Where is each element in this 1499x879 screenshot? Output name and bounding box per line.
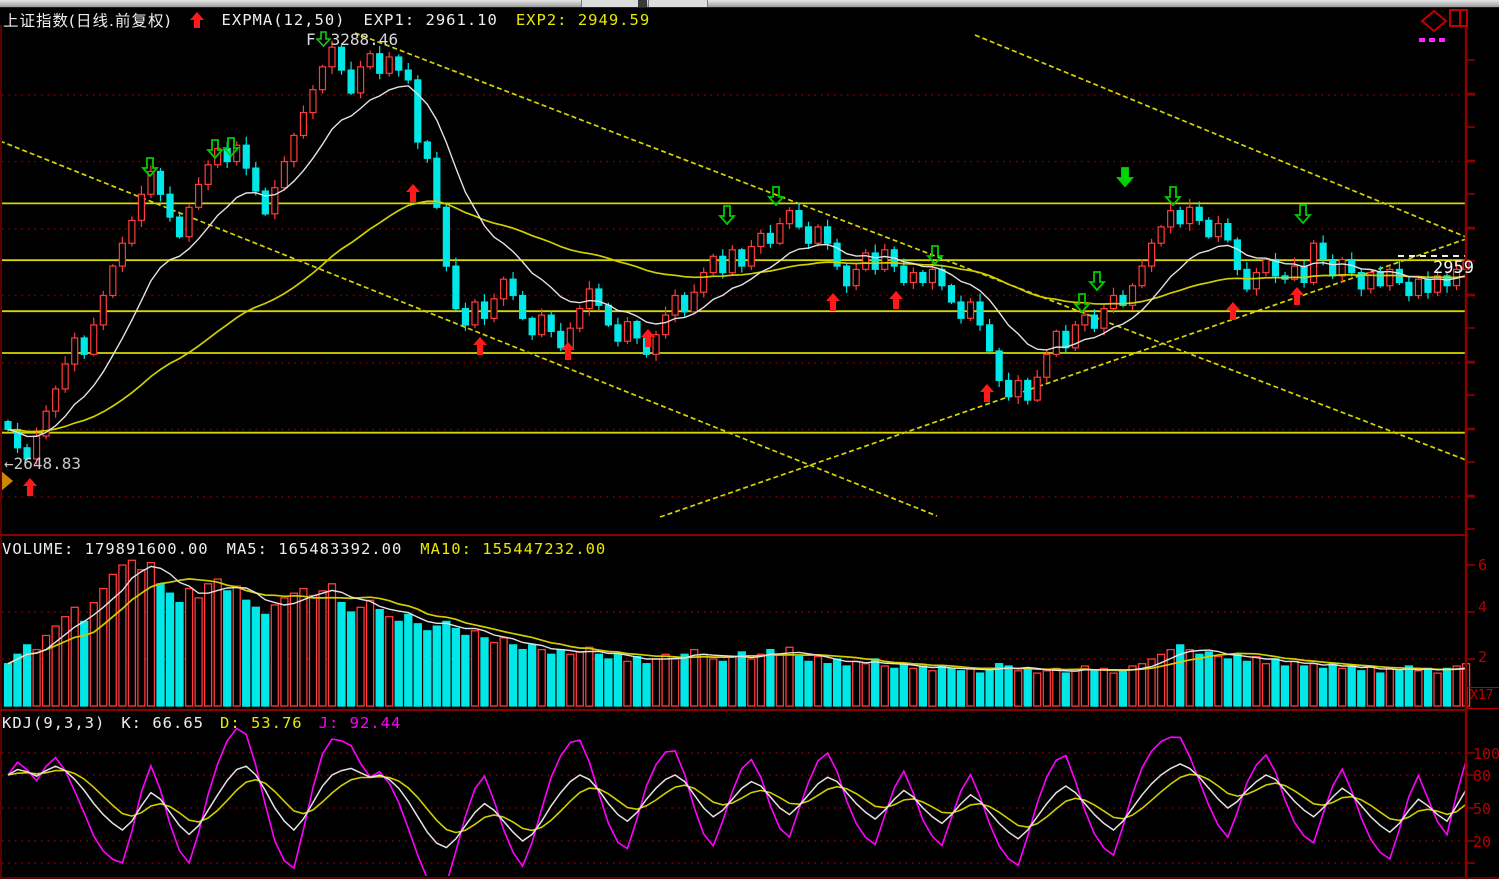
main-chart-header: 上证指数(日线.前复权) EXPMA(12,50) EXP1: 2961.10 … [3,9,650,31]
volume-multiplier-badge: X17 [1467,687,1499,709]
volume-header: VOLUME: 179891600.00 MA5: 165483392.00 M… [2,540,606,558]
kdj-header: KDJ(9,3,3) K: 66.65 D: 53.76 J: 92.44 [2,714,401,732]
toolbar-gap [638,0,647,8]
more-options-icon[interactable] [1419,29,1447,48]
volume-value: VOLUME: 179891600.00 [2,540,209,558]
volume-axis-tick-2: 2 [1478,648,1488,666]
diamond-icon[interactable] [1420,9,1448,36]
peak-price-label: F 3288.46 [306,30,398,49]
exp2-value: EXP2: 2949.59 [515,11,651,29]
sell-arrow-small-icon [314,31,332,48]
window-top-strip [0,0,1499,8]
kdj-k-value: K: 66.65 [121,714,204,732]
exp1-value: EXP1: 2961.10 [363,11,498,29]
strip-edge [0,7,1499,8]
kdj-axis-tick-50: 50 [1473,800,1492,818]
kdj-name: KDJ(9,3,3) [2,714,106,732]
corner-icon-group [1419,8,1491,42]
peak-price-value: 3288.46 [330,30,399,49]
window-panes-icon[interactable] [1449,9,1469,32]
indicator-name: EXPMA(12,50) [221,11,346,29]
buy-signal-icon [189,12,204,28]
volume-ma10: MA10: 155447232.00 [420,540,607,558]
kdj-axis-tick-80: 80 [1473,767,1492,785]
last-price-tag: 2959 [1433,258,1474,278]
kdj-axis-tick-20: 20 [1473,833,1492,851]
kdj-j-value: J: 92.44 [318,714,402,732]
volume-axis-tick-6: 6 [1478,556,1488,574]
symbol-title: 上证指数(日线.前复权) [3,12,172,30]
peak-label-flag: F [306,30,316,49]
low-price-label: ←2648.83 [4,454,82,473]
volume-ma5: MA5: 165483392.00 [226,540,403,558]
kdj-d-value: D: 53.76 [219,714,303,732]
toolbar-segment [648,0,708,7]
volume-axis-tick-4: 4 [1478,598,1488,616]
kdj-axis-tick-100: 100 [1473,745,1499,763]
